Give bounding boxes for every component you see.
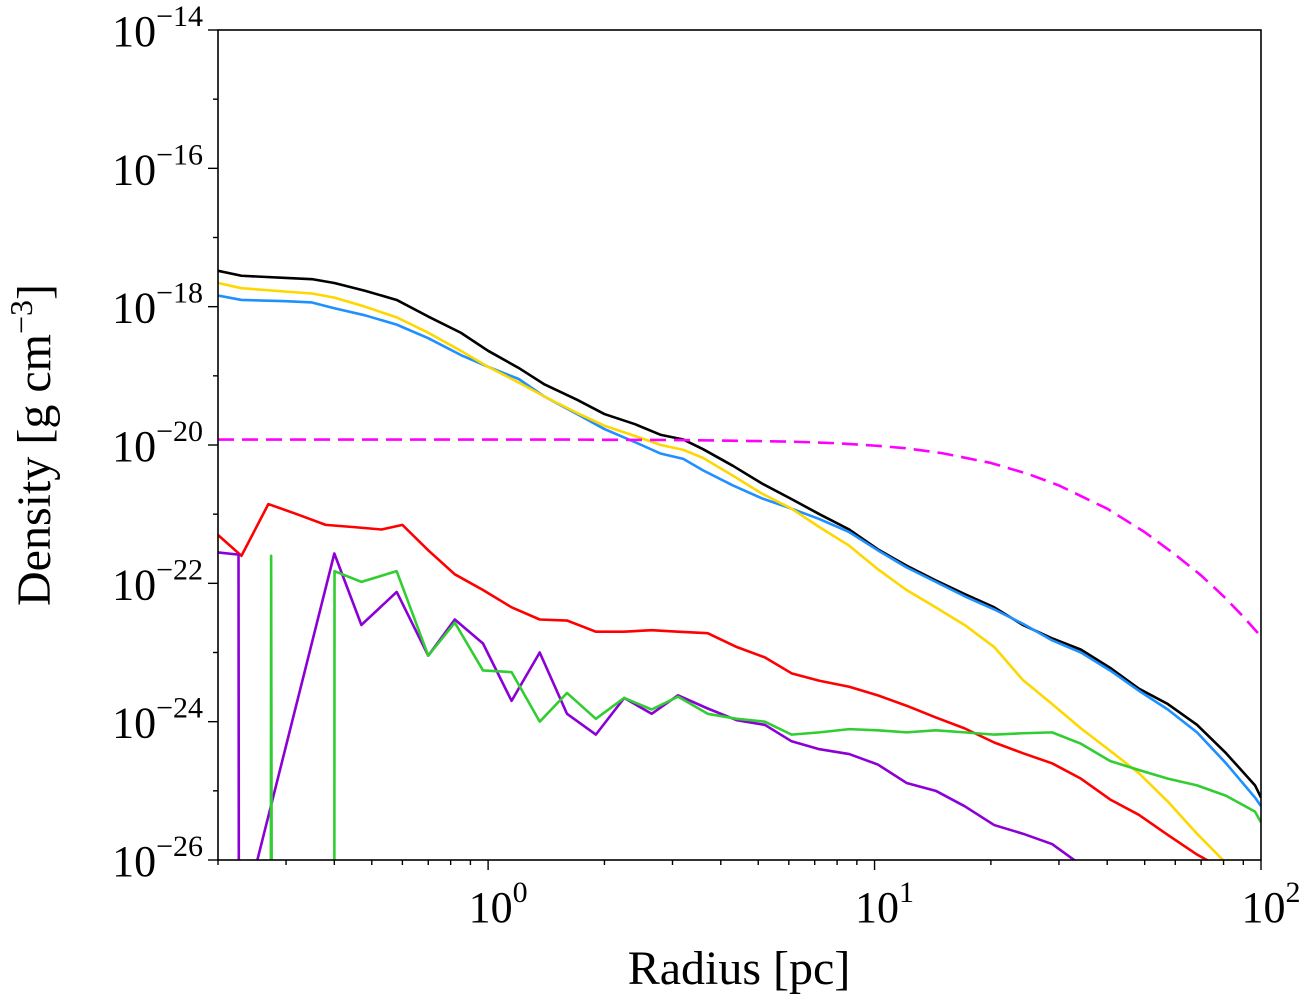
y-tick-label-base: 10 xyxy=(112,284,156,333)
y-tick-label-base: 10 xyxy=(112,145,156,194)
y-axis-title-base: Density [g cm xyxy=(8,334,61,606)
y-tick-label-base: 10 xyxy=(112,422,156,471)
series-line-5 xyxy=(218,502,1210,860)
y-tick-label-exp: −14 xyxy=(156,0,203,33)
series-line-2 xyxy=(218,294,1261,807)
y-axis-title-sup: −3 xyxy=(3,300,39,334)
y-tick-label: 10−24 xyxy=(112,692,203,748)
y-tick-label-exp: −26 xyxy=(156,830,203,863)
ticks-layer xyxy=(208,29,1262,870)
y-tick-label-base: 10 xyxy=(112,699,156,748)
y-tick-label: 10−18 xyxy=(112,277,203,333)
x-tick-label: 100 xyxy=(469,876,528,932)
y-tick-label-exp: −20 xyxy=(156,415,203,448)
y-tick-label-base: 10 xyxy=(112,560,156,609)
y-tick-label: 10−22 xyxy=(112,553,203,609)
y-tick-label: 10−20 xyxy=(112,415,203,471)
x-tick-label-exp: 2 xyxy=(1286,876,1300,909)
x-tick-label: 101 xyxy=(855,876,914,932)
x-tick-label-base: 10 xyxy=(1242,883,1286,932)
y-tick-label-exp: −18 xyxy=(156,277,203,310)
x-tick-label-base: 10 xyxy=(855,883,899,932)
tick-labels-layer: 100 101 10210−2610−2410−2210−2010−1810−161… xyxy=(112,0,1300,932)
y-tick-label-base: 10 xyxy=(112,7,156,56)
y-tick-label-exp: −24 xyxy=(156,692,203,725)
y-tick-label: 10−16 xyxy=(112,138,203,194)
y-tick-label: 10−26 xyxy=(112,830,203,886)
y-axis-title-tail: ] xyxy=(8,284,61,300)
series-line-3 xyxy=(218,281,1225,860)
plot-frame xyxy=(217,29,1262,861)
x-tick-label-base: 10 xyxy=(469,883,513,932)
series-line-6 xyxy=(218,551,1077,860)
series-line-1 xyxy=(218,269,1261,799)
series-line-4 xyxy=(218,438,1261,638)
y-tick-label-exp: −22 xyxy=(156,553,203,586)
x-axis-title: Radius [pc] xyxy=(628,942,851,995)
series-layer xyxy=(218,269,1261,860)
y-axis-title: Density [g cm−3] xyxy=(3,284,61,606)
x-tick-label-exp: 0 xyxy=(513,876,528,909)
x-tick-label: 102 xyxy=(1242,876,1300,932)
y-tick-label-exp: −16 xyxy=(156,138,203,171)
y-tick-label-base: 10 xyxy=(112,837,156,886)
y-tick-label: 10−14 xyxy=(112,0,203,56)
series-line-7 xyxy=(269,554,1261,860)
x-tick-label-exp: 1 xyxy=(899,876,914,909)
